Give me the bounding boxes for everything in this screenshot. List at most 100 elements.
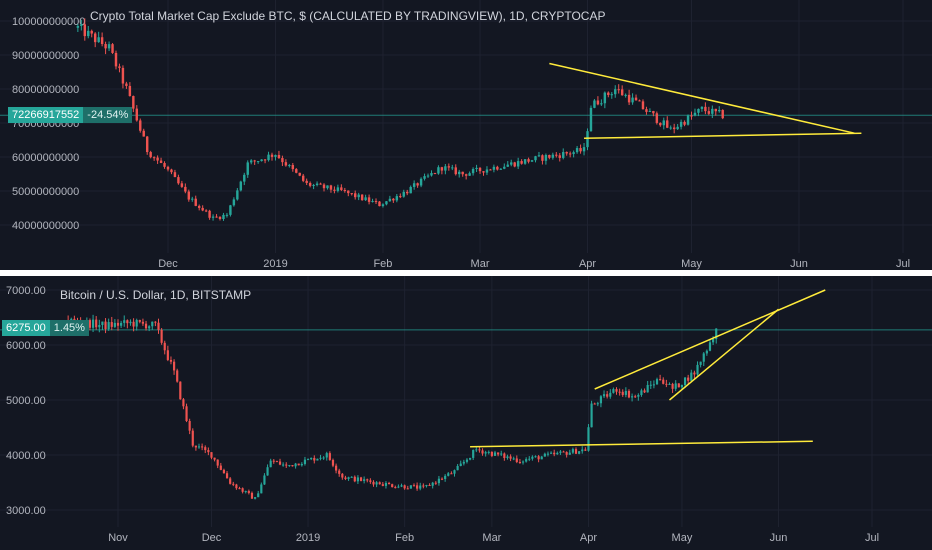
candle-body xyxy=(179,381,182,400)
candle-body xyxy=(403,485,406,489)
candle-body xyxy=(645,109,648,112)
candle-body xyxy=(173,172,177,178)
candle-body xyxy=(659,379,662,381)
market-cap-chart[interactable]: 1000000000009000000000080000000000700000… xyxy=(0,0,932,270)
candle-body xyxy=(677,383,680,388)
candle-body xyxy=(132,321,135,327)
pane-divider[interactable] xyxy=(0,270,932,276)
candle-body xyxy=(277,154,281,159)
candle-body xyxy=(668,383,671,385)
candle-body xyxy=(503,166,506,169)
candle-body xyxy=(721,110,724,119)
candle-body xyxy=(574,449,578,454)
candle-body xyxy=(493,452,497,456)
candle-body xyxy=(328,453,331,460)
candle-body xyxy=(88,320,92,328)
candle-body xyxy=(253,160,256,162)
candle-body xyxy=(350,193,353,195)
candle-body xyxy=(367,197,371,202)
candle-body xyxy=(549,452,553,454)
candle-body xyxy=(638,100,641,102)
candle-body xyxy=(541,155,544,161)
candle-body xyxy=(582,147,586,152)
candle-body xyxy=(319,457,322,459)
x-tick-label: 2019 xyxy=(263,258,287,270)
candle-body xyxy=(423,176,426,179)
candle-body xyxy=(402,191,405,197)
candle-body xyxy=(148,326,151,329)
candle-body xyxy=(693,372,696,375)
candle-body xyxy=(138,320,141,322)
candle-body xyxy=(219,465,222,470)
candle-body xyxy=(631,97,634,103)
candle-body xyxy=(600,103,603,105)
candle-body xyxy=(646,384,649,393)
candle-body xyxy=(208,210,211,218)
candle-body xyxy=(621,391,624,395)
candle-body xyxy=(363,479,366,481)
candle-body xyxy=(381,484,384,486)
btc-usd-chart-pane[interactable]: 7000.00 6000.00 5000.00 4000.00 3000.00 Nov De… xyxy=(0,276,932,550)
candle-body xyxy=(238,488,241,490)
candle-body xyxy=(614,89,617,95)
candle-body xyxy=(121,67,125,84)
candle-body xyxy=(649,384,652,386)
candle-body xyxy=(451,167,454,169)
candle-body xyxy=(249,160,253,163)
candle-body xyxy=(672,127,676,130)
candle-body xyxy=(338,470,341,474)
candle-body xyxy=(581,449,584,452)
candle-body xyxy=(239,181,243,191)
candle-body xyxy=(506,456,509,458)
last-price-label: 72266917552 xyxy=(8,107,84,123)
candle-body xyxy=(374,201,378,203)
candle-body xyxy=(416,485,419,489)
candle-body xyxy=(700,106,704,109)
candle-body xyxy=(315,183,319,186)
candle-body xyxy=(91,319,95,328)
candle-body xyxy=(188,421,191,431)
candle-body xyxy=(428,484,431,486)
x-tick-label: Apr xyxy=(579,258,596,270)
candle-body xyxy=(478,167,482,172)
candle-body xyxy=(213,457,216,460)
candle-body xyxy=(387,482,391,485)
candle-body xyxy=(350,476,353,478)
candle-body xyxy=(655,113,659,123)
candle-body xyxy=(333,189,336,191)
trendline xyxy=(594,289,826,390)
candle-body xyxy=(275,461,278,463)
candle-body xyxy=(360,194,364,201)
candle-body xyxy=(288,165,291,167)
candle-body xyxy=(184,186,187,192)
candle-body xyxy=(356,477,359,482)
candle-body xyxy=(263,159,267,161)
candle-body xyxy=(437,478,441,484)
candle-body xyxy=(528,458,531,460)
candle-body xyxy=(412,183,416,187)
candle-body xyxy=(170,169,173,173)
btc-usd-chart[interactable]: 7000.00 6000.00 5000.00 4000.00 3000.00 Nov De… xyxy=(0,276,932,550)
candle-body xyxy=(531,456,534,459)
candle-body xyxy=(76,25,80,28)
candle-body xyxy=(593,403,596,405)
candle-body xyxy=(154,321,157,323)
candle-body xyxy=(543,453,546,457)
candle-body xyxy=(627,390,631,398)
candle-body xyxy=(260,484,263,494)
candle-body xyxy=(558,155,561,158)
candle-body xyxy=(257,493,260,498)
candle-body xyxy=(459,463,462,466)
candle-body xyxy=(353,476,356,482)
candle-body xyxy=(241,488,244,492)
candle-body xyxy=(447,473,450,476)
market-cap-chart-pane[interactable]: 100000000000 90000000000 80000000000 700000… xyxy=(0,0,932,270)
candle-body xyxy=(295,169,298,173)
candle-body xyxy=(556,452,559,455)
candle-body xyxy=(575,148,579,153)
candle-body xyxy=(555,154,558,156)
candle-body xyxy=(610,94,613,96)
candle-body xyxy=(166,166,170,170)
candle-body xyxy=(679,121,683,127)
candle-body xyxy=(468,173,471,176)
